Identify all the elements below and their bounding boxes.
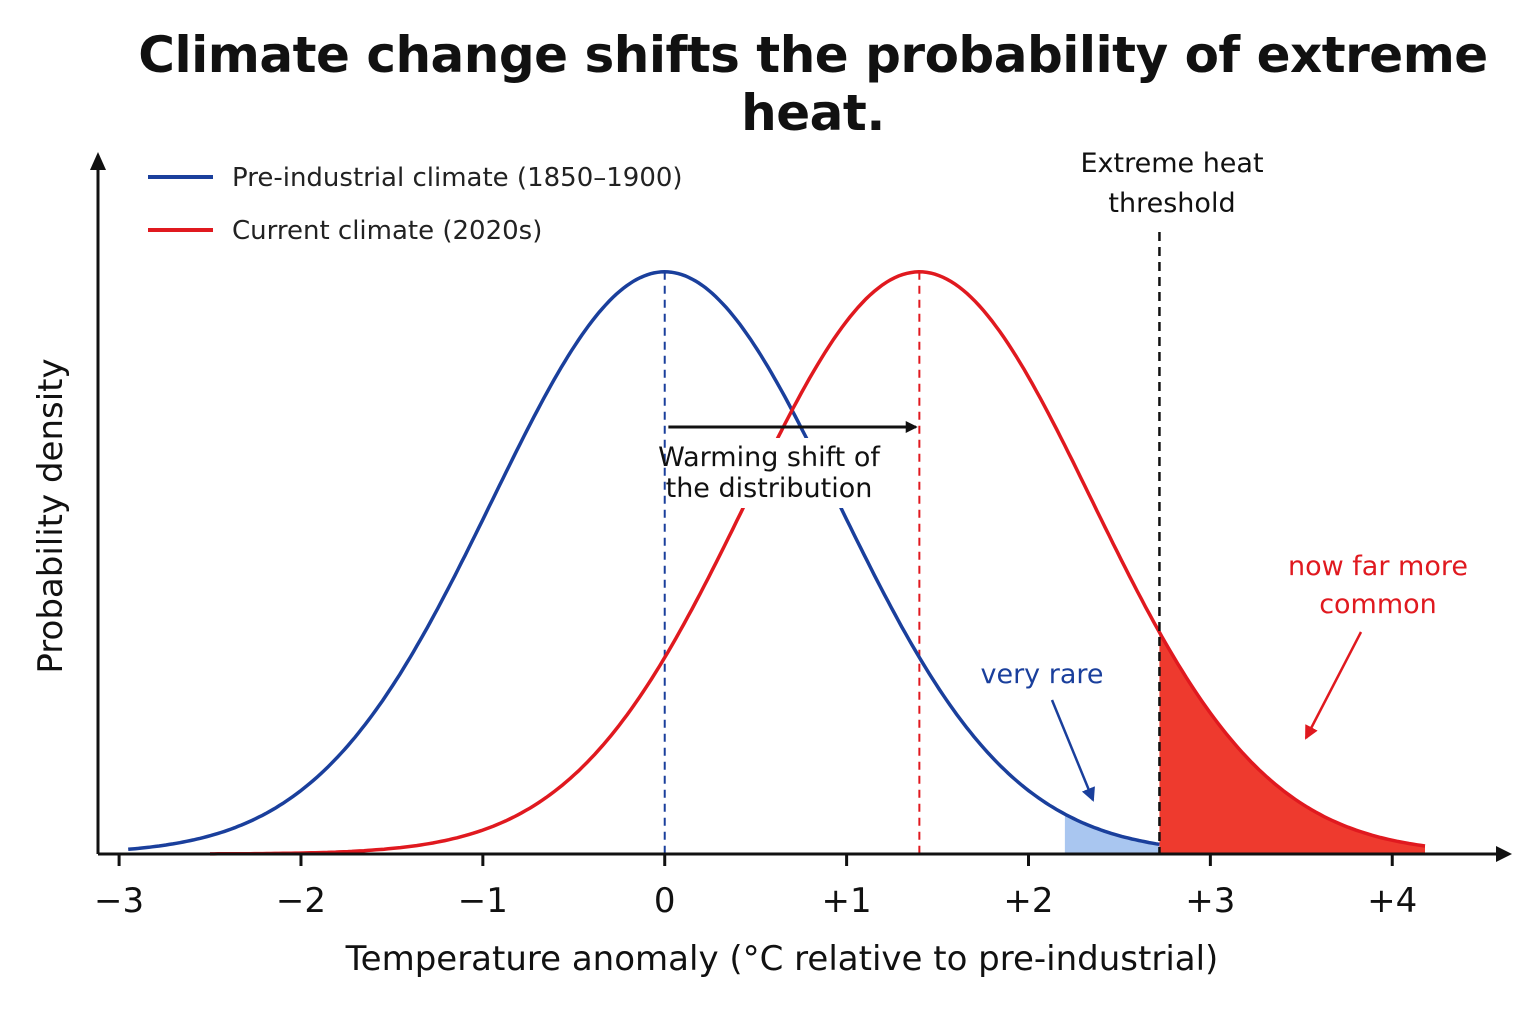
x-axis-label: Temperature anomaly (°C relative to pre-… [345,939,1219,979]
rare-annotation: very rare [980,659,1104,802]
common-arrow [1304,631,1363,740]
x-tick-label: +2 [1003,881,1053,921]
legend: Pre-industrial climate (1850–1900) Curre… [148,163,683,246]
common-label-line2: common [1319,589,1437,620]
threshold-label: Extreme heat threshold [1080,148,1263,219]
legend-label-preindustrial: Pre-industrial climate (1850–1900) [232,163,683,193]
distribution-curves [128,270,1426,856]
x-tick-label: −2 [276,881,326,921]
x-tick-label: +4 [1367,881,1417,921]
common-label-line1: now far more [1288,551,1468,582]
common-tail-shade [1159,632,1425,854]
x-tick-label: −1 [458,881,508,921]
mean-lines [663,271,921,854]
shift-label-line2: the distribution [666,473,873,504]
shift-label-line1: Warming shift of [658,442,881,473]
threshold-label-line1: Extreme heat [1080,148,1263,179]
x-tick-label: +3 [1185,881,1235,921]
shift-annotation: Warming shift of the distribution [658,421,918,508]
preindustrial-curve [128,270,1160,852]
x-ticks: −3 −2 −1 0 +1 +2 +3 +4 [94,854,1417,921]
threshold-label-line2: threshold [1108,188,1235,219]
x-tick-label: +1 [822,881,872,921]
x-tick-label: −3 [94,881,144,921]
current-curve [210,270,1426,856]
y-axis [90,152,106,854]
shaded-regions [1064,632,1425,854]
rare-label: very rare [980,659,1103,690]
common-annotation: now far more common [1288,551,1468,740]
shift-label-background [668,438,870,508]
x-tick-label: 0 [654,881,676,921]
rare-arrow [1050,699,1095,802]
chart-title: Climate change shifts the probability of… [138,26,1488,142]
x-axis [98,846,1512,862]
legend-label-current: Current climate (2020s) [232,216,542,246]
y-axis-label: Probability density [31,358,71,673]
